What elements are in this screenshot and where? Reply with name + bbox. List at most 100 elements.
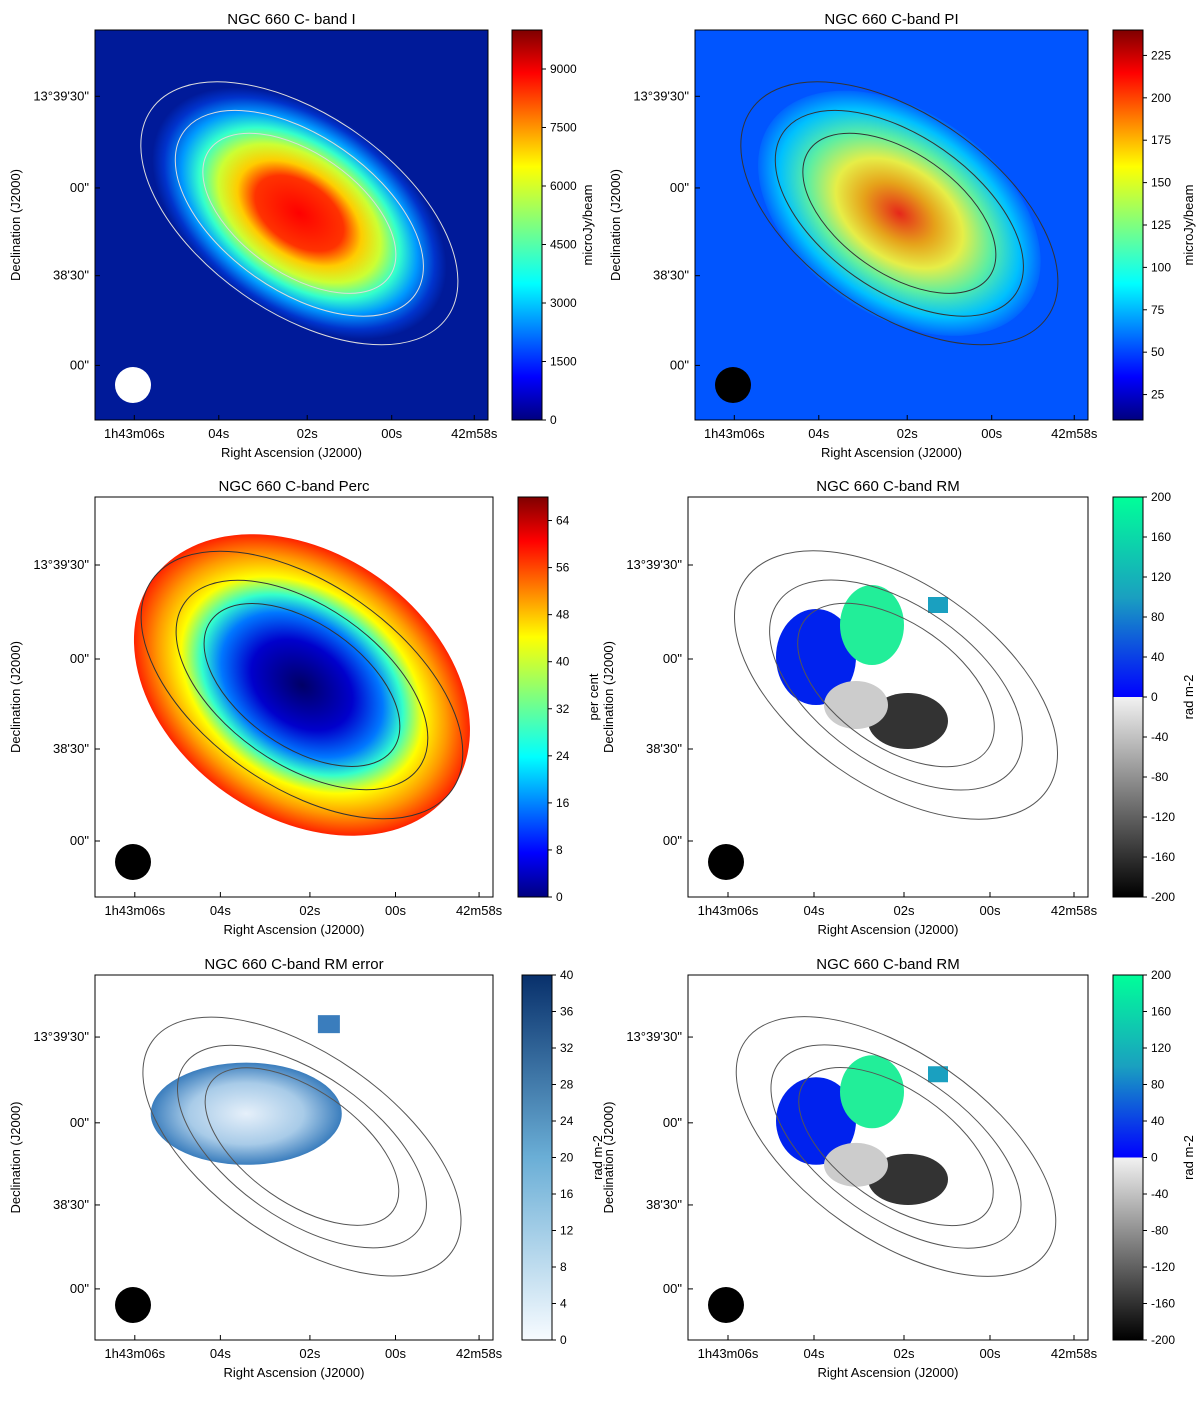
colorbar-tick-label: 80 xyxy=(1151,610,1165,624)
colorbar-tick-label: 200 xyxy=(1151,490,1171,504)
panel-2: NGC 660 C-band PI 1h43m06s 04s 02s 00s 42m58s… xyxy=(608,11,1196,460)
x-tick-label: 1h43m06s xyxy=(698,903,759,918)
plot-frame xyxy=(94,496,494,898)
colorbar-tick-label: 48 xyxy=(556,608,570,622)
y-tick-label: 00" xyxy=(70,833,89,848)
panel-title: NGC 660 C- band I xyxy=(227,11,355,28)
x-tick-label: 00s xyxy=(385,903,406,918)
contour-1 xyxy=(140,81,459,346)
panel-title: NGC 660 C-band Perc xyxy=(219,478,370,495)
x-tick-label: 04s xyxy=(210,1346,231,1361)
y-tick-label: 13°39'30" xyxy=(633,88,689,103)
x-tick-label: 00s xyxy=(981,426,1002,441)
x-tick-label: 02s xyxy=(299,903,320,918)
x-tick-label: 04s xyxy=(208,426,229,441)
colorbar-tick-label: -40 xyxy=(1151,1187,1169,1201)
colorbar-tick-label: 32 xyxy=(560,1041,574,1055)
contour-1 xyxy=(142,1016,462,1277)
panel-title: NGC 660 C-band RM xyxy=(816,956,959,973)
colorbar-tick-label: 0 xyxy=(1151,1151,1158,1165)
map-image xyxy=(95,30,488,420)
plot-frame xyxy=(694,29,1089,421)
rm-region-dark xyxy=(868,1153,948,1205)
x-tick-label: 02s xyxy=(299,1346,320,1361)
rm-region-blue xyxy=(776,609,856,705)
colorbar-tick-label: -80 xyxy=(1151,770,1169,784)
x-axis-label: Right Ascension (J2000) xyxy=(818,1365,959,1380)
colorbar-tick-label: 175 xyxy=(1151,133,1171,147)
x-tick-label: 1h43m06s xyxy=(704,426,765,441)
colorbar-label: per cent xyxy=(586,673,601,720)
rm-region-grey xyxy=(824,681,888,729)
y-tick-label: 00" xyxy=(70,651,89,666)
colorbar-tick-label: 200 xyxy=(1151,968,1171,982)
y-tick-label: 00" xyxy=(70,357,89,372)
colorbar-tick-label: 24 xyxy=(560,1114,574,1128)
contour-2 xyxy=(175,579,429,791)
beam-marker xyxy=(115,844,151,880)
y-tick-label: 38'30" xyxy=(646,741,682,756)
colorbar-tick-label: 24 xyxy=(556,749,570,763)
panel-5: NGC 660 C-band RM error 1h43m06s 04s 02s 00s… xyxy=(8,956,605,1380)
x-axis-label: Right Ascension (J2000) xyxy=(224,922,365,937)
rm-region-dark xyxy=(868,693,948,749)
y-tick-label: 13°39'30" xyxy=(626,557,682,572)
colorbar-tick-label: 1500 xyxy=(550,355,577,369)
x-tick-label: 42m58s xyxy=(456,1346,503,1361)
contour-1 xyxy=(735,1016,1057,1277)
contour-3 xyxy=(203,603,401,767)
x-axis-label: Right Ascension (J2000) xyxy=(221,445,362,460)
colorbar-tick-label: 25 xyxy=(1151,388,1165,402)
contour-2 xyxy=(769,579,1023,791)
colorbar-tick-label: 160 xyxy=(1151,1005,1171,1019)
x-tick-label: 1h43m06s xyxy=(104,426,165,441)
contour-2 xyxy=(770,1044,1022,1249)
y-axis-label: Declination (J2000) xyxy=(8,641,23,753)
x-axis-label: Right Ascension (J2000) xyxy=(224,1365,365,1380)
x-tick-label: 1h43m06s xyxy=(104,903,165,918)
contour-3 xyxy=(202,132,397,294)
colorbar-tick-label: -200 xyxy=(1151,1333,1175,1347)
x-tick-label: 42m58s xyxy=(1051,903,1098,918)
x-tick-label: 04s xyxy=(808,426,829,441)
map-image xyxy=(142,1015,462,1277)
rm-patch xyxy=(928,597,948,613)
colorbar-tick-label: 8 xyxy=(556,843,563,857)
colorbar-tick-label: 125 xyxy=(1151,218,1171,232)
x-tick-label: 42m58s xyxy=(451,426,498,441)
rm-region-green xyxy=(840,1055,904,1129)
contour-1 xyxy=(733,550,1059,820)
y-axis-label: Declination (J2000) xyxy=(608,169,623,281)
panel-title: NGC 660 C-band RM xyxy=(816,478,959,495)
colorbar-tick-label: 40 xyxy=(1151,650,1165,664)
colorbar-tick-label: 3000 xyxy=(550,296,577,310)
x-tick-label: 04s xyxy=(804,903,825,918)
y-axis-label: Declination (J2000) xyxy=(8,1101,23,1213)
colorbar xyxy=(1112,496,1144,898)
x-tick-label: 04s xyxy=(210,903,231,918)
colorbar-tick-label: 8 xyxy=(560,1260,567,1274)
x-tick-label: 02s xyxy=(894,903,915,918)
colorbar-tick-label: 16 xyxy=(560,1187,574,1201)
emission-patch xyxy=(317,1015,340,1034)
colorbar-tick-label: 6000 xyxy=(550,179,577,193)
y-tick-label: 00" xyxy=(670,180,689,195)
panel-3: NGC 660 C-band Perc 1h43m06s 04s 02s 00s 42m5… xyxy=(8,478,601,937)
colorbar-tick-label: 28 xyxy=(560,1078,574,1092)
y-tick-label: 00" xyxy=(670,357,689,372)
x-tick-label: 02s xyxy=(297,426,318,441)
map-image xyxy=(733,550,1059,820)
colorbar-tick-label: 50 xyxy=(1151,345,1165,359)
y-tick-label: 13°39'30" xyxy=(33,1029,89,1044)
colorbar-tick-label: 0 xyxy=(550,413,557,427)
emission-region xyxy=(152,87,447,340)
x-axis-label: Right Ascension (J2000) xyxy=(818,922,959,937)
x-tick-label: 04s xyxy=(804,1346,825,1361)
emission-region xyxy=(758,90,1041,336)
map-image xyxy=(133,534,470,836)
x-tick-label: 02s xyxy=(894,1346,915,1361)
emission-region xyxy=(133,534,470,836)
y-axis-label: Declination (J2000) xyxy=(601,641,616,753)
contour-2 xyxy=(176,1044,427,1249)
colorbar-tick-label: 36 xyxy=(560,1005,574,1019)
